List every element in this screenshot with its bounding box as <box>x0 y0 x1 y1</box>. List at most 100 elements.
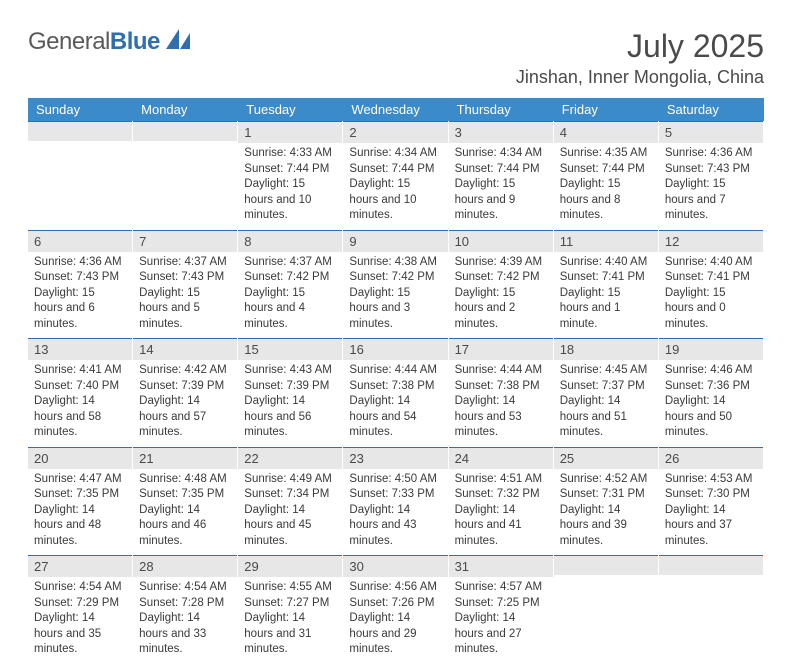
sunrise-text: Sunrise: 4:35 AM <box>560 146 652 162</box>
day-content: Sunrise: 4:54 AMSunset: 7:28 PMDaylight:… <box>133 577 237 664</box>
sunset-text: Sunset: 7:40 PM <box>34 379 126 395</box>
day-number-row: 30 <box>343 555 447 577</box>
sunset-text: Sunset: 7:43 PM <box>139 270 231 286</box>
sunrise-text: Sunrise: 4:33 AM <box>244 146 336 162</box>
sunrise-text: Sunrise: 4:56 AM <box>349 580 441 596</box>
daylight-text: Daylight: 14 hours and 43 minutes. <box>349 503 441 550</box>
weekday-header: Monday <box>133 98 238 121</box>
day-number-row: 1 <box>238 121 342 143</box>
sunset-text: Sunset: 7:39 PM <box>244 379 336 395</box>
daylight-text: Daylight: 14 hours and 54 minutes. <box>349 394 441 441</box>
day-cell: 30Sunrise: 4:56 AMSunset: 7:26 PMDayligh… <box>343 555 448 664</box>
sunset-text: Sunset: 7:44 PM <box>455 162 547 178</box>
sunrise-text: Sunrise: 4:47 AM <box>34 472 126 488</box>
sunrise-text: Sunrise: 4:40 AM <box>560 255 652 271</box>
day-number: 23 <box>349 451 363 466</box>
day-content: Sunrise: 4:34 AMSunset: 7:44 PMDaylight:… <box>343 143 447 230</box>
daylight-text: Daylight: 15 hours and 0 minutes. <box>665 286 757 333</box>
day-content: Sunrise: 4:51 AMSunset: 7:32 PMDaylight:… <box>449 469 553 556</box>
sunset-text: Sunset: 7:34 PM <box>244 487 336 503</box>
brand-logo: GeneralBlue <box>28 28 192 56</box>
sunset-text: Sunset: 7:32 PM <box>455 487 547 503</box>
day-cell: 27Sunrise: 4:54 AMSunset: 7:29 PMDayligh… <box>28 555 133 664</box>
day-number-row: 18 <box>554 338 658 360</box>
week-row: 13Sunrise: 4:41 AMSunset: 7:40 PMDayligh… <box>28 338 764 447</box>
day-number: 17 <box>455 342 469 357</box>
calendar-grid: Sunday Monday Tuesday Wednesday Thursday… <box>28 98 764 664</box>
day-cell: 6Sunrise: 4:36 AMSunset: 7:43 PMDaylight… <box>28 230 133 339</box>
daylight-text: Daylight: 14 hours and 41 minutes. <box>455 503 547 550</box>
sunrise-text: Sunrise: 4:42 AM <box>139 363 231 379</box>
day-cell: 28Sunrise: 4:54 AMSunset: 7:28 PMDayligh… <box>133 555 238 664</box>
sunset-text: Sunset: 7:38 PM <box>349 379 441 395</box>
day-number: 9 <box>349 234 356 249</box>
day-content: Sunrise: 4:40 AMSunset: 7:41 PMDaylight:… <box>554 252 658 339</box>
sunset-text: Sunset: 7:30 PM <box>665 487 757 503</box>
sunset-text: Sunset: 7:44 PM <box>244 162 336 178</box>
day-content: Sunrise: 4:39 AMSunset: 7:42 PMDaylight:… <box>449 252 553 339</box>
day-cell: 10Sunrise: 4:39 AMSunset: 7:42 PMDayligh… <box>449 230 554 339</box>
sunrise-text: Sunrise: 4:44 AM <box>455 363 547 379</box>
day-number-row: 3 <box>449 121 553 143</box>
weekday-header: Sunday <box>28 98 133 121</box>
day-content: Sunrise: 4:38 AMSunset: 7:42 PMDaylight:… <box>343 252 447 339</box>
day-content: Sunrise: 4:47 AMSunset: 7:35 PMDaylight:… <box>28 469 132 556</box>
day-cell <box>28 121 133 230</box>
day-number-row: 31 <box>449 555 553 577</box>
sunset-text: Sunset: 7:42 PM <box>244 270 336 286</box>
day-number: 16 <box>349 342 363 357</box>
sunset-text: Sunset: 7:41 PM <box>560 270 652 286</box>
day-number: 25 <box>560 451 574 466</box>
month-title: July 2025 <box>516 28 764 65</box>
sunset-text: Sunset: 7:44 PM <box>349 162 441 178</box>
sunrise-text: Sunrise: 4:48 AM <box>139 472 231 488</box>
day-cell: 3Sunrise: 4:34 AMSunset: 7:44 PMDaylight… <box>449 121 554 230</box>
day-cell: 17Sunrise: 4:44 AMSunset: 7:38 PMDayligh… <box>449 338 554 447</box>
sunrise-text: Sunrise: 4:55 AM <box>244 580 336 596</box>
day-number: 21 <box>139 451 153 466</box>
day-content: Sunrise: 4:36 AMSunset: 7:43 PMDaylight:… <box>28 252 132 339</box>
day-number-row: 26 <box>659 447 763 469</box>
daylight-text: Daylight: 15 hours and 9 minutes. <box>455 177 547 224</box>
brand-blue: Blue <box>110 28 160 55</box>
day-cell: 2 Sunrise: 4:34 AMSunset: 7:44 PMDaylight… <box>343 121 448 230</box>
sunset-text: Sunset: 7:39 PM <box>139 379 231 395</box>
day-content: Sunrise: 4:53 AMSunset: 7:30 PMDaylight:… <box>659 469 763 556</box>
weeks-container: 1Sunrise: 4:33 AMSunset: 7:44 PMDaylight… <box>28 121 764 664</box>
daylight-text: Daylight: 14 hours and 35 minutes. <box>34 611 126 658</box>
day-number-row: 15 <box>238 338 342 360</box>
day-content: Sunrise: 4:56 AMSunset: 7:26 PMDaylight:… <box>343 577 447 664</box>
day-number-row: 6 <box>28 230 132 252</box>
day-content: Sunrise: 4:36 AMSunset: 7:43 PMDaylight:… <box>659 143 763 230</box>
sunset-text: Sunset: 7:33 PM <box>349 487 441 503</box>
calendar-page: GeneralBlue July 2025 Jinshan, Inner Mon… <box>0 0 792 664</box>
daylight-text: Daylight: 15 hours and 8 minutes. <box>560 177 652 224</box>
day-number: 31 <box>455 559 469 574</box>
daylight-text: Daylight: 15 hours and 5 minutes. <box>139 286 231 333</box>
day-number-row: 27 <box>28 555 132 577</box>
day-number-row: 28 <box>133 555 237 577</box>
brand-gray: General <box>28 28 110 55</box>
day-number-row: 9 <box>343 230 447 252</box>
weekday-header: Thursday <box>449 98 554 121</box>
location-text: Jinshan, Inner Mongolia, China <box>516 67 764 88</box>
day-content: Sunrise: 4:55 AMSunset: 7:27 PMDaylight:… <box>238 577 342 664</box>
day-cell: 19Sunrise: 4:46 AMSunset: 7:36 PMDayligh… <box>659 338 764 447</box>
day-cell: 31Sunrise: 4:57 AMSunset: 7:25 PMDayligh… <box>449 555 554 664</box>
daylight-text: Daylight: 15 hours and 7 minutes. <box>665 177 757 224</box>
day-number: 2 <box>349 125 356 140</box>
daylight-text: Daylight: 14 hours and 37 minutes. <box>665 503 757 550</box>
sunset-text: Sunset: 7:42 PM <box>349 270 441 286</box>
daylight-text: Daylight: 14 hours and 56 minutes. <box>244 394 336 441</box>
daylight-text: Daylight: 14 hours and 48 minutes. <box>34 503 126 550</box>
day-cell: 9 Sunrise: 4:38 AMSunset: 7:42 PMDaylight… <box>343 230 448 339</box>
day-cell: 12Sunrise: 4:40 AMSunset: 7:41 PMDayligh… <box>659 230 764 339</box>
day-number-row: 21 <box>133 447 237 469</box>
sunset-text: Sunset: 7:25 PM <box>455 596 547 612</box>
day-number-row: 19 <box>659 338 763 360</box>
sunrise-text: Sunrise: 4:34 AM <box>349 146 441 162</box>
day-cell: 8Sunrise: 4:37 AMSunset: 7:42 PMDaylight… <box>238 230 343 339</box>
day-cell: 26Sunrise: 4:53 AMSunset: 7:30 PMDayligh… <box>659 447 764 556</box>
day-number-row: 11 <box>554 230 658 252</box>
sunrise-text: Sunrise: 4:49 AM <box>244 472 336 488</box>
